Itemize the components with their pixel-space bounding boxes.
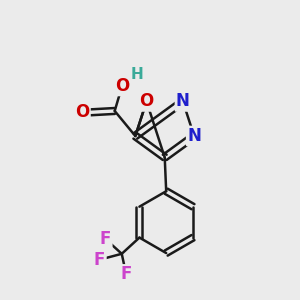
Text: F: F <box>94 251 105 269</box>
Text: N: N <box>176 92 190 110</box>
Text: O: O <box>140 92 154 110</box>
Text: O: O <box>75 103 89 122</box>
Text: H: H <box>130 67 143 82</box>
Text: F: F <box>121 266 132 284</box>
Text: N: N <box>187 127 201 145</box>
Text: F: F <box>100 230 111 248</box>
Text: O: O <box>115 77 129 95</box>
